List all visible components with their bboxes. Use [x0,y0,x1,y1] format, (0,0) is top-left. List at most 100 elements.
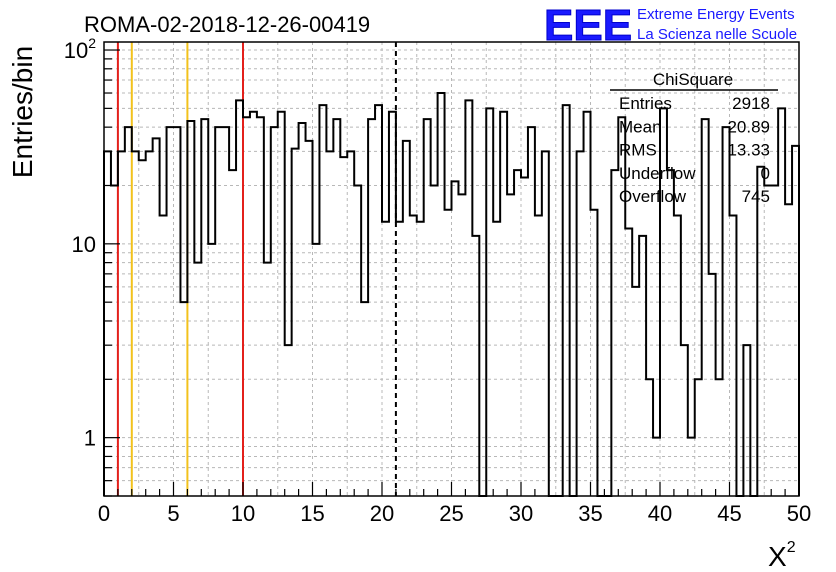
y-tick-label: 1 [84,426,96,451]
histogram-bin [778,108,785,496]
histogram-bin [445,210,452,496]
histogram-bin [368,119,375,496]
histogram-bin [535,216,542,496]
histogram-bin [458,194,465,496]
histogram-bin [208,244,215,496]
histogram-bin [716,379,723,496]
histogram-bin [354,185,361,496]
stats-title: ChiSquare [653,70,733,89]
histogram-bin [577,151,584,496]
histogram-bin [507,194,514,496]
histogram-bin [431,185,438,496]
histogram-bin [222,127,229,496]
stats-row-label: Overflow [619,187,687,206]
histogram-bin [160,216,167,496]
stats-row-label: Entries [619,94,672,113]
x-tick-label: 45 [717,501,741,526]
stats-row-label: RMS [619,141,657,160]
histogram-bin [514,170,521,496]
histogram-bin [438,93,445,496]
histogram-bin [125,127,132,496]
histogram-bin [153,138,160,496]
histogram-bin [118,151,125,496]
histogram-bin [542,151,549,496]
histogram-bin [417,222,424,496]
histogram-bin [250,112,257,496]
histogram-bin [278,112,285,496]
histogram-bin [257,117,264,496]
histogram-bin [271,127,278,496]
histogram-bin [382,222,389,496]
x-tick-label: 10 [231,501,255,526]
chart-title: ROMA-02-2018-12-26-00419 [84,12,370,37]
histogram-bin [792,146,799,496]
histogram-bin [681,345,688,496]
x-tick-label: 35 [578,501,602,526]
histogram-bin [132,151,139,496]
histogram-bin [243,117,250,496]
histogram-bin [486,108,493,496]
histogram-bin [757,167,764,496]
y-tick-label: 102 [64,35,96,63]
histogram-bin [104,151,111,496]
histogram-bin [139,160,146,496]
histogram-bin [695,379,702,496]
histogram-bin [688,438,695,496]
histogram-bin [452,181,459,496]
histogram-bin [201,119,208,496]
histogram-bin [347,151,354,496]
histogram-bin [313,244,320,496]
stats-box: ChiSquare Entries 2918 Mean 20.89 RMS 13.33 Un… [610,70,778,206]
histogram-bin [465,100,472,496]
histogram-bin [493,222,500,496]
histogram-bin [236,100,243,496]
stats-row-value: 20.89 [727,117,770,136]
histogram-bin [174,127,181,496]
histogram-bin [611,170,618,496]
histogram-bin [375,105,382,496]
histogram-bin [180,302,187,496]
histogram-bin [194,263,201,496]
stats-row-value: 2918 [732,94,770,113]
histogram-bin [187,121,194,496]
histogram-bin [764,185,771,496]
logo-line-2: La Scienza nelle Scuole [637,26,797,43]
histogram-bin [785,204,792,496]
x-tick-label: 15 [300,501,324,526]
histogram-bin [743,345,750,496]
eee-logo: EEE Extreme Energy Events La Scienza nel… [544,1,798,51]
histogram-bin [674,216,681,496]
histogram-bin [591,210,598,496]
histogram-bin [167,127,174,496]
histogram-bin [702,119,709,496]
histogram-bin [528,127,535,496]
histogram-bin [639,236,646,496]
histogram-bin [632,287,639,496]
histogram-bin [723,127,730,496]
histogram-bin [340,157,347,496]
histogram-bin [319,105,326,496]
x-axis-label: X2 [768,539,796,572]
axes [103,41,800,497]
stats-row-label: Underflow [619,164,696,183]
x-tick-label: 20 [370,501,394,526]
tick-labels: 0 5 10 15 20 25 30 35 40 45 50 1 10 102 [64,35,812,526]
x-tick-label: 50 [787,501,811,526]
histogram-bin [653,438,660,496]
histogram-bin [264,263,271,496]
histogram-bin [299,123,306,496]
histogram-bin [292,149,299,496]
histogram-bin [472,236,479,496]
x-tick-label: 0 [98,501,110,526]
histogram-bin [410,216,417,496]
histogram-bin [285,345,292,496]
y-axis-label: Entries/bin [7,46,38,178]
histogram-bin [771,185,778,496]
logo-line-1: Extreme Energy Events [637,6,795,23]
histogram [103,92,800,497]
histogram-bin [396,222,403,496]
histogram-bin [521,177,528,496]
histogram-bin [146,151,153,496]
histogram-bin [584,112,591,496]
histogram-bin [667,170,674,496]
